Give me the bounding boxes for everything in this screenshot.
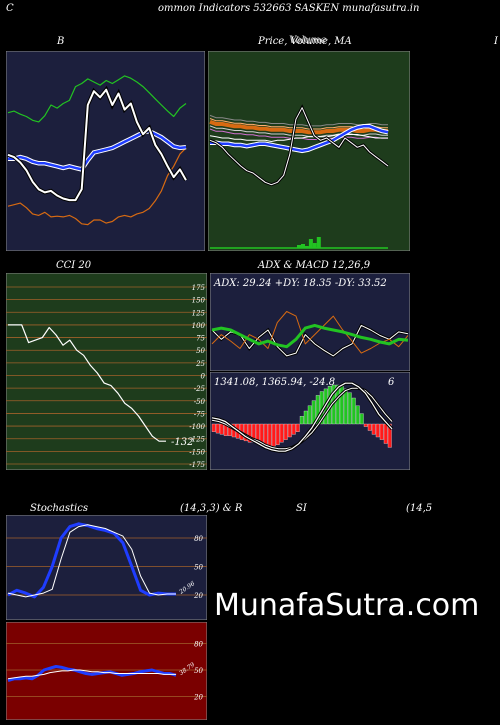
macd-histogram-bar <box>275 423 280 445</box>
ma-line-4 <box>209 114 388 127</box>
macd-histogram-bar <box>371 423 376 435</box>
cci-tick-label: 25 <box>195 360 205 368</box>
adx-line <box>211 323 409 349</box>
price-ma-title: Price, Volume, MA <box>258 36 352 47</box>
macd-histogram-bar <box>283 423 288 440</box>
stochastics-title: Stochastics <box>30 503 88 514</box>
volume-bar <box>301 244 305 248</box>
cci-tick-label: 100 <box>192 322 206 330</box>
macd-histogram-bar <box>267 423 272 448</box>
price-line <box>209 107 389 186</box>
header-corner-left: C <box>6 3 14 14</box>
macd-histogram-bar <box>243 423 248 442</box>
bollinger-upper-line <box>7 75 187 123</box>
cci-tick-label: -100 <box>189 423 205 431</box>
rsi-k-line <box>7 665 177 683</box>
cci-tick-label: -50 <box>194 398 206 406</box>
adx-chart: ADX: 29.24 +DY: 18.35 -DY: 33.52 <box>210 273 410 371</box>
macd-histogram-bar <box>367 423 372 431</box>
macd-histogram-bar <box>215 423 220 434</box>
macd-histogram-bar <box>379 423 384 440</box>
cci-tick-label: -175 <box>189 461 205 469</box>
macd-histogram-bar <box>343 388 348 425</box>
stochastics-tick-label: 20 <box>193 592 203 600</box>
bollinger-chart <box>6 51 205 251</box>
bollinger-middle-line <box>8 129 187 171</box>
cci-tick-label: 0 <box>201 373 206 381</box>
macd-right-label: 6 <box>388 377 395 388</box>
macd-histogram-bar <box>363 423 368 427</box>
rsi-tick-label: 80 <box>194 641 203 649</box>
volume-bar <box>312 243 317 248</box>
bollinger-price-line <box>7 88 187 202</box>
cci-last-label: -132 <box>171 437 193 448</box>
macd-histogram-bar <box>287 423 292 438</box>
macd-chart: 1341.08, 1365.94, -24.8 6 <box>210 372 410 470</box>
macd-histogram-bar <box>219 423 224 435</box>
adx-macd-title: ADX & MACD 12,26,9 <box>258 260 371 271</box>
cci-tick-label: 150 <box>192 297 206 305</box>
price-ma-chart <box>208 51 410 251</box>
rsi-tick-label: 20 <box>193 693 203 701</box>
volume-bar <box>304 246 309 248</box>
adx-readout: ADX: 29.24 +DY: 18.35 -DY: 33.52 <box>213 278 387 289</box>
rsi-tick-label: 50 <box>194 667 203 675</box>
rsi-title: SI <box>296 503 307 514</box>
macd-histogram-bar <box>211 423 216 432</box>
macd-histogram-bar <box>375 423 380 438</box>
cci-tick-label: 75 <box>196 335 205 343</box>
cci-tick-label: 125 <box>192 309 206 317</box>
ma-thick-line <box>209 119 388 135</box>
stochastics-k-line <box>7 522 176 599</box>
stochastics-tick-label: 50 <box>194 564 203 572</box>
watermark: MunafaSutra.com <box>214 588 480 623</box>
macd-histogram-bar <box>355 405 360 425</box>
stochastics-d-line <box>7 524 176 598</box>
stochastics-tick-label: 80 <box>194 535 203 543</box>
volume-bar <box>316 237 321 248</box>
rsi-params: (14,5 <box>406 503 433 514</box>
macd-histogram-bar <box>295 423 300 432</box>
bollinger-title: B <box>57 36 65 47</box>
macd-histogram-bar <box>299 416 304 425</box>
cci-tick-label: -75 <box>194 410 206 418</box>
macd-readout: 1341.08, 1365.94, -24.8 <box>214 377 335 388</box>
stochastics-params: (14,3,3) & R <box>180 503 243 514</box>
cci-tick-label: -125 <box>189 436 205 444</box>
bollinger-lower-line <box>7 147 187 226</box>
macd-histogram-bar <box>247 423 252 443</box>
cci-title: CCI 20 <box>56 260 92 271</box>
macd-histogram-bar <box>303 410 308 425</box>
rsi-d-line <box>7 669 176 680</box>
cci-line <box>8 324 166 442</box>
volume-bar <box>297 245 301 248</box>
macd-histogram-bar <box>351 397 356 425</box>
macd-line <box>211 382 393 452</box>
ma-short-line <box>209 134 388 142</box>
macd-histogram-bar <box>335 384 340 425</box>
cci-tick-label: -150 <box>189 448 205 456</box>
macd-histogram-bar <box>383 423 388 444</box>
chart-header-title: ommon Indicators 532663 SASKEN munafasut… <box>158 3 420 14</box>
volume-bar <box>308 239 313 248</box>
adx-minus-di-line <box>211 311 409 354</box>
macd-histogram-bar <box>271 423 276 447</box>
macd-histogram-bar <box>291 423 296 435</box>
ma-long-line <box>210 125 389 153</box>
cci-tick-label: -25 <box>194 385 206 393</box>
macd-histogram-bar <box>359 413 364 425</box>
price-ma-title-overlap: Volume <box>289 35 327 46</box>
macd-histogram-bar <box>387 423 392 448</box>
cci-chart: 175 150 125 100 75 50 25 0 -25 -50 -75 -100 -125 -150… <box>6 273 207 470</box>
header-corner-right: I <box>494 36 498 47</box>
macd-histogram-bar <box>279 423 284 443</box>
cci-tick-label: 50 <box>196 347 205 355</box>
macd-histogram-bar <box>347 392 352 425</box>
cci-tick-label: 175 <box>192 284 206 292</box>
macd-histogram-bar <box>307 405 312 425</box>
macd-histogram-bar <box>263 423 268 447</box>
